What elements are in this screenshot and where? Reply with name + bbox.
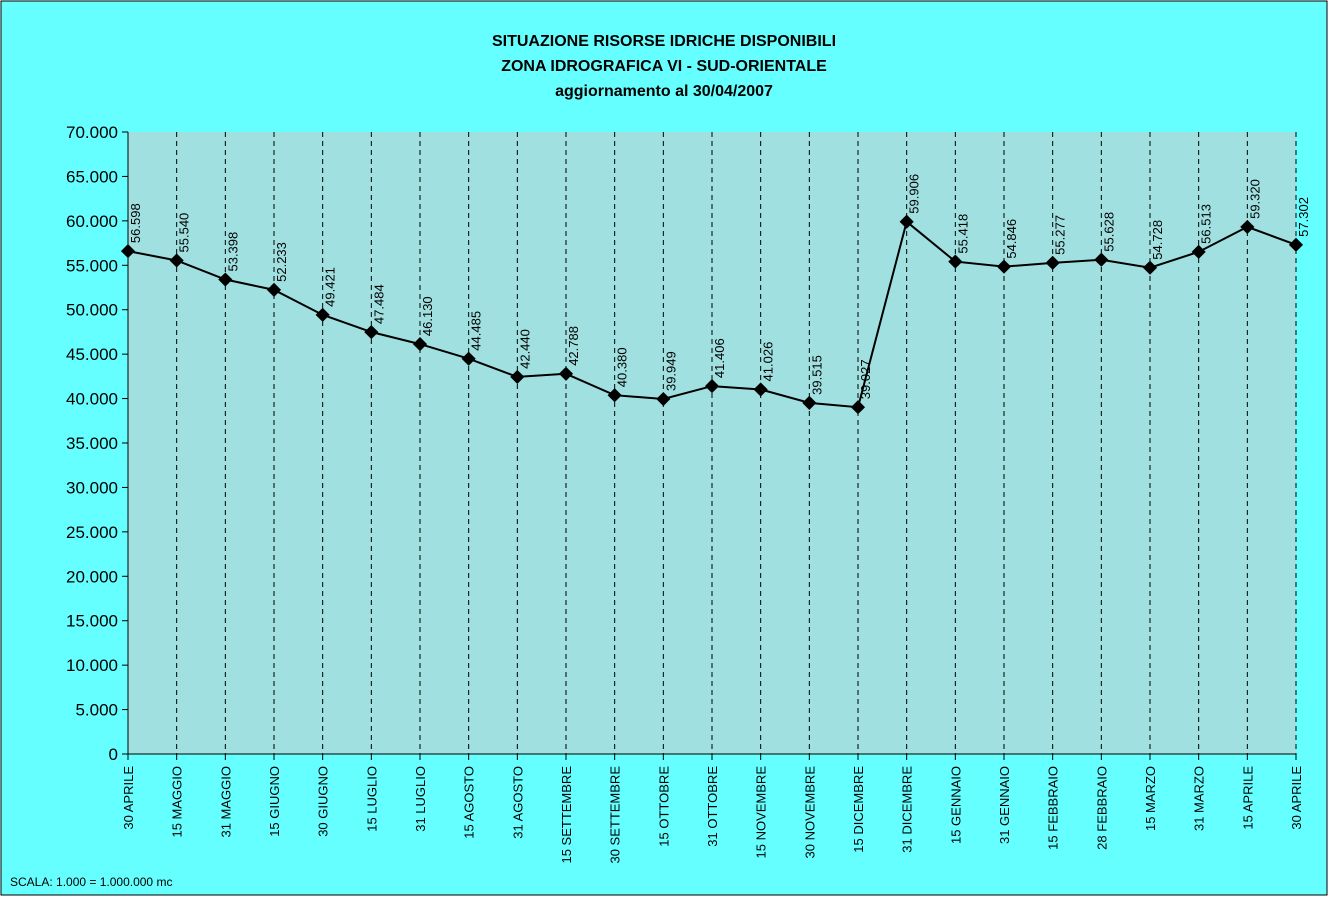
footnote: SCALA: 1.000 = 1.000.000 mc [10, 875, 172, 889]
x-tick-label: 31 AGOSTO [510, 766, 525, 839]
x-tick-label: 15 GENNAIO [948, 766, 963, 844]
x-tick-label: 15 NOVEMBRE [754, 766, 769, 859]
data-label: 55.277 [1053, 215, 1068, 255]
marker [169, 253, 184, 268]
y-tick-label: 70.000 [66, 123, 118, 142]
x-tick-label: 30 APRILE [1289, 766, 1304, 830]
data-label: 41.026 [761, 342, 776, 382]
y-tick-label: 25.000 [66, 523, 118, 542]
marker [607, 388, 622, 403]
data-label: 54.728 [1150, 220, 1165, 260]
y-tick-label: 5.000 [75, 701, 118, 720]
y-tick-label: 15.000 [66, 612, 118, 631]
y-tick-label: 60.000 [66, 212, 118, 231]
marker [850, 400, 866, 415]
marker [656, 391, 671, 407]
x-tick-label: 30 NOVEMBRE [802, 766, 817, 859]
marker [899, 214, 914, 229]
y-tick-label: 0 [109, 745, 118, 764]
x-tick-label: 31 OTTOBRE [705, 766, 720, 847]
x-tick-label: 15 FEBBRAIO [1046, 766, 1061, 850]
data-label: 56.513 [1199, 204, 1214, 244]
chart-title: SITUAZIONE RISORSE IDRICHE DISPONIBILI [492, 33, 836, 50]
data-label: 49.421 [323, 267, 338, 307]
x-tick-label: 15 APRILE [1240, 766, 1255, 830]
marker [218, 272, 233, 287]
marker [1045, 255, 1060, 270]
x-tick-label: 15 AGOSTO [462, 766, 477, 839]
x-tick-label: 31 DICEMBRE [900, 766, 915, 853]
y-tick-label: 45.000 [66, 345, 118, 364]
marker [1142, 260, 1158, 275]
marker [266, 282, 282, 297]
y-tick-label: 10.000 [66, 656, 118, 675]
y-tick-label: 40.000 [66, 390, 118, 409]
data-label: 59.320 [1247, 179, 1262, 219]
marker [364, 324, 379, 340]
marker [461, 351, 476, 366]
data-label: 55.418 [955, 214, 970, 254]
data-label: 59.906 [907, 174, 922, 214]
x-tick-label: 28 FEBBRAIO [1094, 766, 1109, 850]
x-tick-label: 30 GIUGNO [316, 766, 331, 837]
x-tick-label: 15 LUGLIO [364, 766, 379, 832]
data-label: 42.440 [517, 329, 532, 369]
data-label: 39.949 [663, 351, 678, 391]
data-label: 42.788 [566, 326, 581, 366]
x-tick-label: 31 MAGGIO [218, 766, 233, 838]
data-label: 55.540 [177, 213, 192, 253]
x-tick-label: 15 MARZO [1143, 766, 1158, 831]
marker [1288, 237, 1304, 252]
data-label: 53.398 [225, 232, 240, 272]
data-label: 54.846 [1004, 219, 1019, 259]
chart-title: aggiornamento al 30/04/2007 [555, 83, 773, 100]
marker [510, 369, 525, 384]
marker [1191, 244, 1206, 259]
marker [558, 366, 574, 381]
marker [996, 259, 1012, 274]
x-tick-label: 15 GIUGNO [267, 766, 282, 837]
data-label: 41.406 [712, 338, 727, 378]
x-tick-label: 15 MAGGIO [170, 766, 185, 838]
x-tick-label: 15 DICEMBRE [851, 766, 866, 853]
x-tick-label: 31 GENNAIO [997, 766, 1012, 844]
x-tick-label: 31 MARZO [1192, 766, 1207, 831]
y-tick-label: 55.000 [66, 256, 118, 275]
x-tick-label: 30 APRILE [121, 766, 136, 830]
data-label: 44.485 [469, 311, 484, 351]
data-label: 55.628 [1101, 212, 1116, 252]
y-tick-label: 65.000 [66, 167, 118, 186]
x-tick-label: 15 OTTOBRE [656, 766, 671, 847]
y-tick-label: 30.000 [66, 478, 118, 497]
data-label: 47.484 [371, 284, 386, 324]
marker [315, 307, 330, 322]
data-label: 39.515 [809, 355, 824, 395]
marker [1240, 219, 1255, 234]
marker [412, 337, 428, 352]
data-label: 56.598 [128, 203, 143, 243]
marker [753, 382, 768, 397]
data-label: 39.027 [858, 359, 873, 399]
x-tick-label: 30 SETTEMBRE [608, 766, 623, 864]
y-tick-label: 20.000 [66, 567, 118, 586]
marker [802, 395, 817, 410]
y-tick-label: 35.000 [66, 434, 118, 453]
data-label: 46.130 [420, 296, 435, 336]
x-tick-label: 15 SETTEMBRE [559, 766, 574, 864]
data-label: 52.233 [274, 242, 289, 282]
x-tick-label: 31 LUGLIO [413, 766, 428, 832]
chart-title: ZONA IDROGRAFICA VI - SUD-ORIENTALE [501, 58, 827, 75]
data-label: 57.302 [1296, 197, 1311, 237]
marker [1094, 252, 1109, 267]
marker [704, 379, 720, 394]
data-label: 40.380 [615, 347, 630, 387]
y-tick-label: 50.000 [66, 301, 118, 320]
marker [948, 254, 963, 269]
